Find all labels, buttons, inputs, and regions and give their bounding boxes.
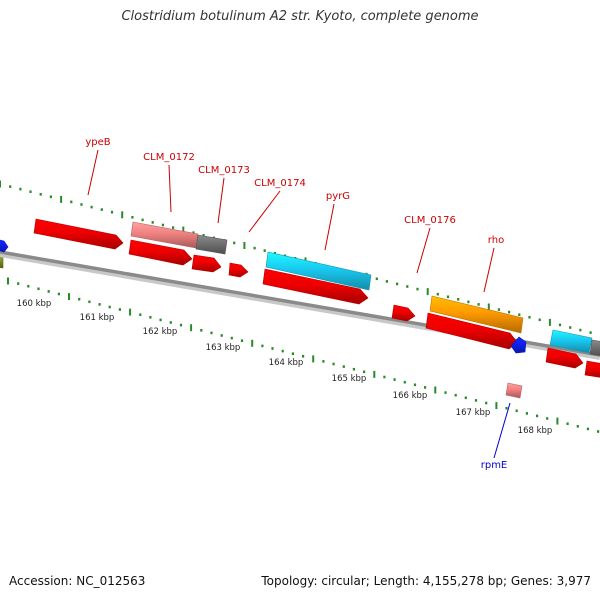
gene-label-CLM_0174[interactable]: CLM_0174 (254, 178, 306, 189)
leader-CLM_0173 (217, 177, 225, 224)
gene-label-CLM_0176[interactable]: CLM_0176 (404, 215, 456, 226)
scale-label: 164 kbp (269, 358, 304, 368)
genome-summary-text: Topology: circular; Length: 4,155,278 bp… (261, 574, 591, 588)
gene-label-rho[interactable]: rho (488, 235, 504, 246)
leader-rho (483, 247, 495, 293)
rpmE-cds (505, 382, 523, 399)
CLM_0173-cds (191, 254, 222, 273)
leader-CLM_0172 (168, 164, 172, 213)
accession-text: Accession: NC_012563 (9, 574, 146, 588)
inner-tick-track (7, 277, 600, 433)
scale-labels: 160 kbp 161 kbp 162 kbp 163 kbp 164 kbp 165 k… (17, 299, 553, 436)
scale-label: 167 kbp (456, 408, 491, 418)
partial-red-feature-2 (584, 360, 600, 378)
pyrG-gene (265, 251, 372, 291)
rpmE-gene (510, 336, 527, 354)
CLM_0176-cds (391, 304, 416, 322)
gene-label-CLM_0172[interactable]: CLM_0172 (143, 152, 195, 163)
feature-track (0, 218, 600, 399)
scale-label: 160 kbp (17, 299, 52, 309)
CLM_0173-gene (195, 234, 228, 255)
scale-label: 161 kbp (80, 313, 115, 323)
leader-CLM_0176 (416, 227, 431, 274)
partial-olive-feature (0, 257, 4, 269)
partial-gray-feature (589, 339, 600, 356)
scale-label: 168 kbp (518, 426, 553, 436)
scale-label: 163 kbp (206, 343, 241, 353)
gene-label-pyrG[interactable]: pyrG (326, 191, 350, 202)
gene-label-CLM_0173[interactable]: CLM_0173 (198, 165, 250, 176)
scale-label: 166 kbp (393, 391, 428, 401)
leader-pyrG (324, 203, 335, 251)
CLM_0174-cds (228, 262, 249, 278)
label-leaders (87, 149, 511, 459)
gene-label-rpmE[interactable]: rpmE (481, 460, 508, 471)
rho-gene (429, 295, 524, 334)
outer-tick-track (0, 180, 592, 334)
leader-CLM_0174 (248, 190, 281, 233)
ypeB-cds (33, 218, 124, 250)
CLM_0172-cds (128, 239, 193, 266)
partial-cyan-feature (549, 329, 593, 354)
partial-blue-feature (0, 239, 9, 253)
scale-label: 165 kbp (332, 374, 367, 384)
leader-ypeB (87, 149, 99, 196)
genome-title: Clostridium botulinum A2 str. Kyoto, com… (121, 9, 479, 24)
gene-label-ypeB[interactable]: ypeB (85, 137, 110, 148)
scale-label: 162 kbp (143, 327, 178, 337)
leader-rpmE (493, 402, 511, 459)
partial-red-feature (545, 347, 584, 369)
pyrG-cds (262, 268, 369, 305)
